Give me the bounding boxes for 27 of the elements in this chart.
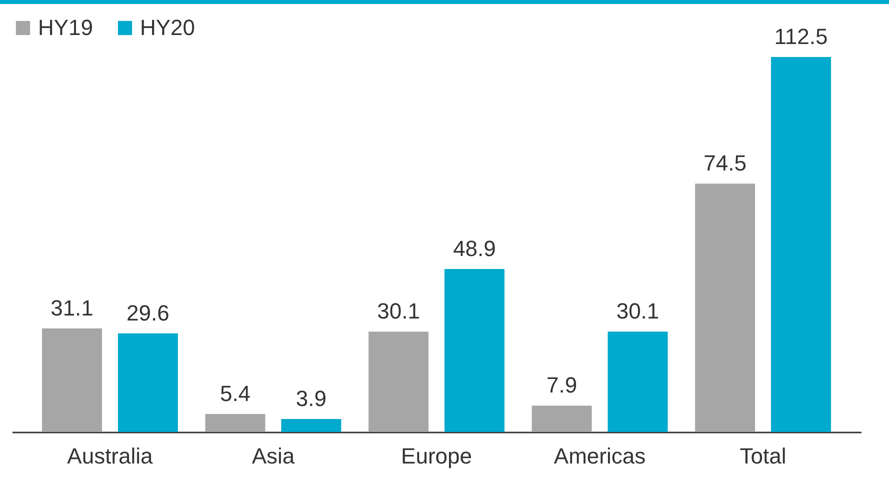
data-label: 30.1: [616, 298, 660, 324]
x-tick-label: Australia: [67, 444, 154, 468]
data-label: 29.6: [126, 300, 170, 326]
x-tick-label: Asia: [252, 444, 296, 468]
bar: [608, 332, 668, 432]
x-tick-label: Americas: [554, 444, 646, 468]
data-label: 30.1: [377, 298, 420, 324]
bar: [532, 406, 592, 432]
x-tick-label: Europe: [401, 444, 472, 468]
data-label: 31.1: [50, 295, 94, 320]
bar: [695, 184, 756, 432]
data-label: 5.4: [220, 381, 251, 406]
data-label: 48.9: [453, 236, 496, 261]
bar: [281, 419, 342, 432]
data-label: 7.9: [546, 372, 578, 398]
data-label: 112.5: [774, 24, 828, 49]
x-tick-label: Total: [740, 444, 786, 468]
data-label: 3.9: [296, 386, 326, 411]
legend-label: HY20: [140, 15, 196, 40]
legend-label: HY19: [38, 15, 94, 40]
bar: [205, 414, 266, 432]
bar: [42, 328, 102, 432]
data-label: 74.5: [704, 150, 746, 176]
bar: [118, 333, 178, 432]
bar: [444, 269, 504, 432]
bar: [368, 332, 429, 432]
bar: [771, 57, 832, 432]
